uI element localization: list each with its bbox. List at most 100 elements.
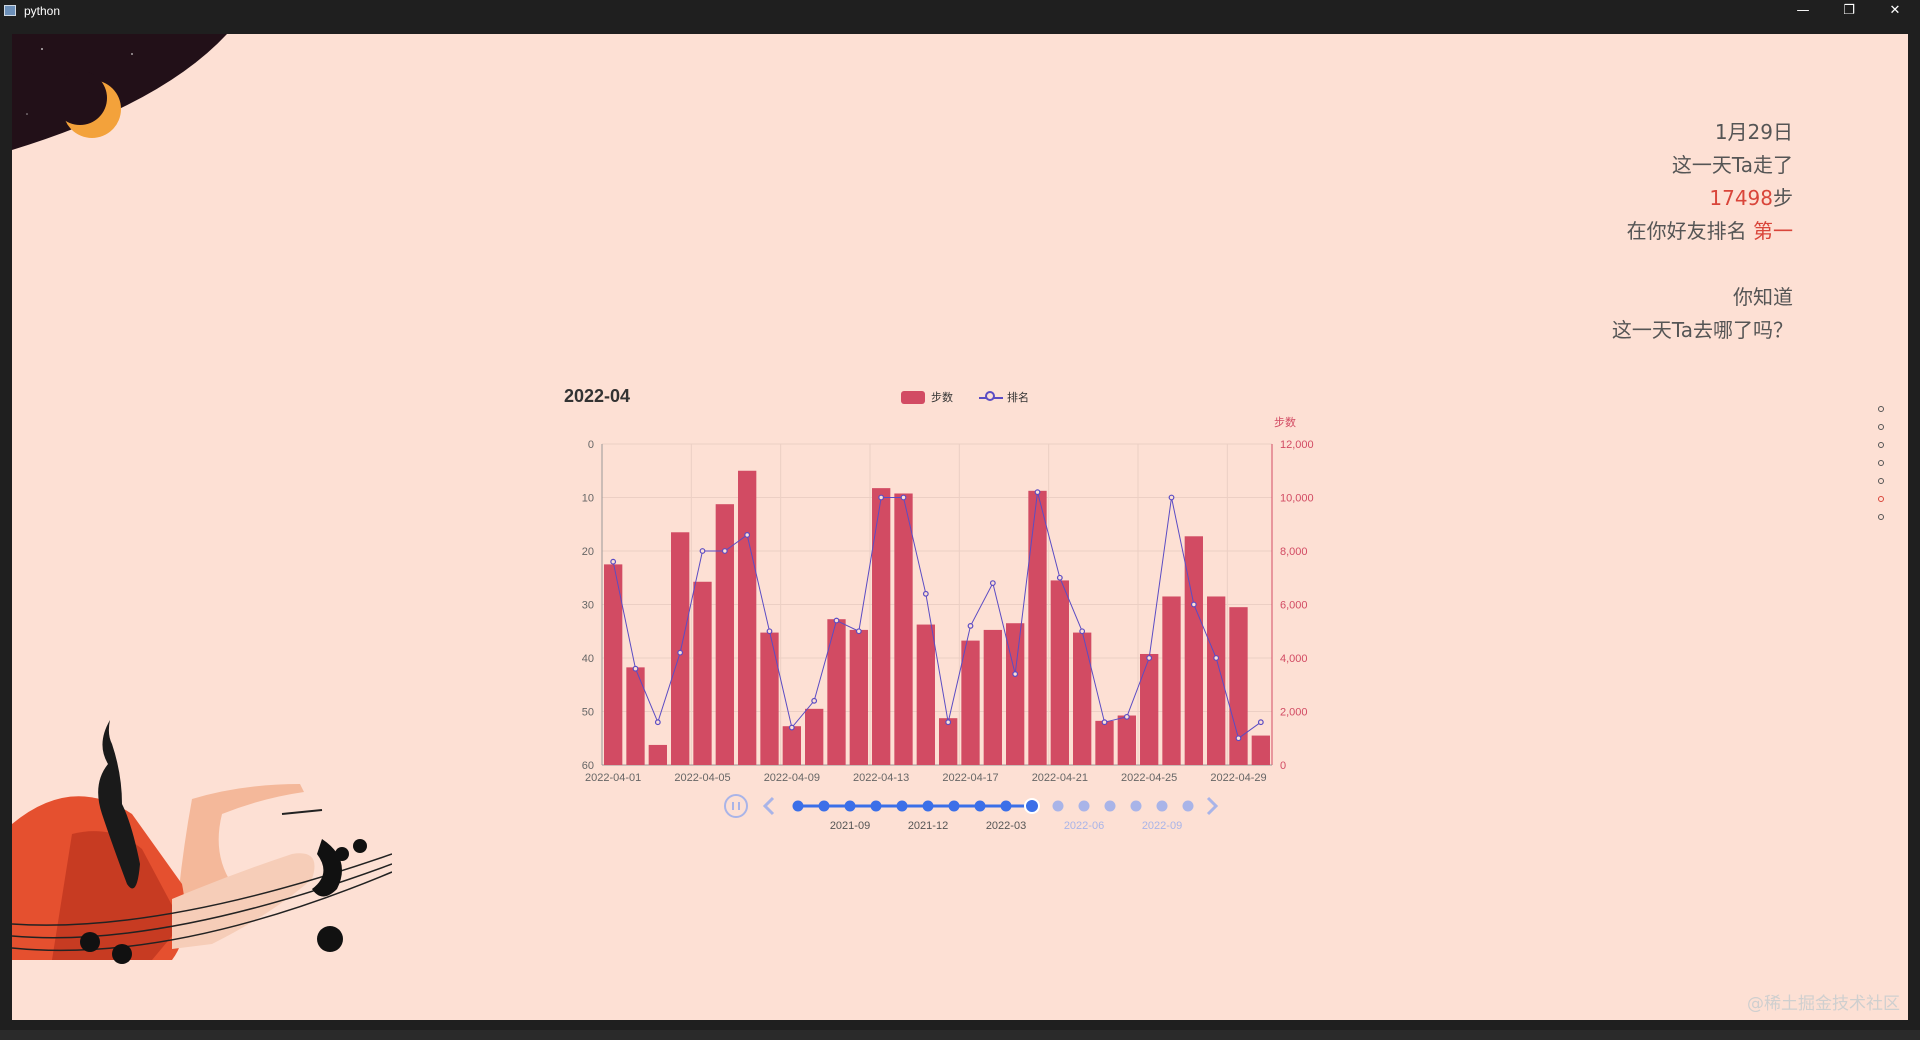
rank-point[interactable]	[1101, 719, 1108, 726]
steps-bar[interactable]	[1251, 735, 1270, 765]
close-button[interactable]: ✕	[1889, 3, 1901, 18]
page-indicator-dot[interactable]	[1878, 514, 1884, 520]
rank-point[interactable]	[989, 580, 996, 586]
steps-bar[interactable]	[1184, 536, 1203, 765]
page-indicator-dot[interactable]	[1878, 478, 1884, 484]
rank-point[interactable]	[766, 628, 773, 635]
timeline-play-pause-button[interactable]	[724, 794, 748, 818]
timeline-node[interactable]	[1078, 800, 1090, 812]
legend-rank-dot-swatch[interactable]	[985, 391, 995, 401]
steps-bar[interactable]	[1140, 653, 1159, 765]
rank-point[interactable]	[788, 724, 795, 731]
timeline-prev-chevron-icon[interactable]	[762, 796, 775, 816]
steps-bar[interactable]	[671, 532, 690, 765]
steps-bar[interactable]	[983, 629, 1002, 765]
rank-point[interactable]	[632, 665, 639, 672]
rank-point[interactable]	[1190, 601, 1197, 608]
rank-point[interactable]	[610, 558, 617, 565]
steps-bar[interactable]	[1207, 596, 1226, 765]
steps-bar[interactable]	[1095, 720, 1114, 765]
right-axis-tick-label: 12,000	[1280, 439, 1314, 451]
steps-bar[interactable]	[939, 718, 958, 765]
steps-bar[interactable]	[872, 488, 891, 765]
steps-bar[interactable]	[648, 744, 667, 765]
rank-point[interactable]	[967, 623, 974, 629]
steps-bar[interactable]	[894, 493, 913, 765]
timeline-node[interactable]	[922, 800, 934, 812]
legend-steps-label[interactable]: 步数	[931, 391, 953, 404]
rank-point[interactable]	[878, 494, 885, 501]
rank-point[interactable]	[1079, 628, 1086, 635]
legend-steps-swatch[interactable]	[901, 391, 925, 404]
minimize-button[interactable]: —	[1796, 3, 1810, 18]
steps-bar[interactable]	[782, 726, 801, 765]
rank-point[interactable]	[654, 719, 661, 726]
timeline-node[interactable]	[948, 800, 960, 812]
rank-point[interactable]	[1235, 735, 1242, 742]
steps-bar[interactable]	[1117, 715, 1136, 765]
rank-point[interactable]	[833, 617, 840, 624]
legend-rank-label[interactable]: 排名	[1007, 391, 1029, 404]
timeline-node[interactable]	[1104, 800, 1116, 812]
info-rank-prefix: 在你好友排名	[1626, 219, 1753, 243]
steps-bar[interactable]	[916, 624, 935, 765]
rank-point[interactable]	[1123, 713, 1130, 720]
rank-point[interactable]	[1012, 671, 1019, 677]
timeline-node[interactable]	[1130, 800, 1142, 812]
rank-point[interactable]	[900, 494, 907, 501]
page-indicator-dot[interactable]	[1878, 460, 1884, 466]
rank-point[interactable]	[811, 697, 818, 704]
rank-point[interactable]	[1034, 489, 1041, 496]
steps-bar[interactable]	[849, 629, 868, 765]
steps-bar[interactable]	[1073, 632, 1092, 765]
steps-bar[interactable]	[1229, 607, 1248, 765]
steps-bar[interactable]	[604, 564, 623, 765]
steps-bar[interactable]	[1006, 623, 1025, 765]
steps-bar[interactable]	[1050, 580, 1069, 765]
rank-point[interactable]	[922, 590, 929, 597]
rank-point[interactable]	[1056, 574, 1063, 581]
rank-point[interactable]	[1146, 655, 1153, 661]
page-indicator-dot[interactable]	[1878, 442, 1884, 448]
timeline-label: 2022-09	[1142, 820, 1182, 832]
page-indicator-dot[interactable]	[1878, 424, 1884, 430]
steps-bar[interactable]	[760, 632, 779, 765]
timeline-node[interactable]	[896, 800, 908, 812]
steps-bar[interactable]	[1162, 596, 1181, 765]
timeline-node[interactable]	[1052, 800, 1064, 812]
timeline-node[interactable]	[792, 800, 804, 812]
info-rank: 在你好友排名 第一	[1612, 215, 1793, 248]
info-date: 1月29日	[1714, 120, 1793, 144]
rank-point[interactable]	[1257, 719, 1264, 726]
steps-bar[interactable]	[626, 667, 645, 765]
steps-bar[interactable]	[827, 619, 846, 765]
timeline-node[interactable]	[870, 800, 882, 812]
restore-button[interactable]: ❐	[1843, 3, 1855, 18]
rank-point[interactable]	[1168, 494, 1175, 501]
x-axis-tick-label: 2022-04-25	[1121, 772, 1177, 784]
timeline-node[interactable]	[974, 800, 986, 812]
rank-point[interactable]	[721, 548, 728, 554]
info-rank-value: 第一	[1753, 219, 1793, 243]
timeline-next-chevron-icon[interactable]	[1206, 796, 1219, 816]
steps-bar[interactable]	[961, 640, 980, 765]
timeline-node[interactable]	[1156, 800, 1168, 812]
rank-point[interactable]	[744, 532, 751, 538]
page-indicator-dot[interactable]	[1878, 496, 1884, 502]
steps-bar[interactable]	[738, 470, 757, 765]
timeline-node[interactable]	[1182, 800, 1194, 812]
rank-point[interactable]	[855, 628, 862, 635]
rank-point[interactable]	[677, 649, 684, 656]
steps-bar[interactable]	[693, 581, 712, 765]
timeline-node[interactable]	[818, 800, 830, 812]
steps-bar[interactable]	[1028, 490, 1047, 765]
rank-point[interactable]	[699, 548, 706, 554]
timeline-node[interactable]	[1000, 800, 1012, 812]
steps-bar[interactable]	[715, 504, 734, 765]
steps-bar[interactable]	[805, 708, 824, 765]
rank-point[interactable]	[1213, 655, 1220, 661]
timeline-current-node[interactable]	[1024, 798, 1040, 814]
timeline-node[interactable]	[844, 800, 856, 812]
rank-point[interactable]	[945, 719, 952, 726]
page-indicator-dot[interactable]	[1878, 406, 1884, 412]
